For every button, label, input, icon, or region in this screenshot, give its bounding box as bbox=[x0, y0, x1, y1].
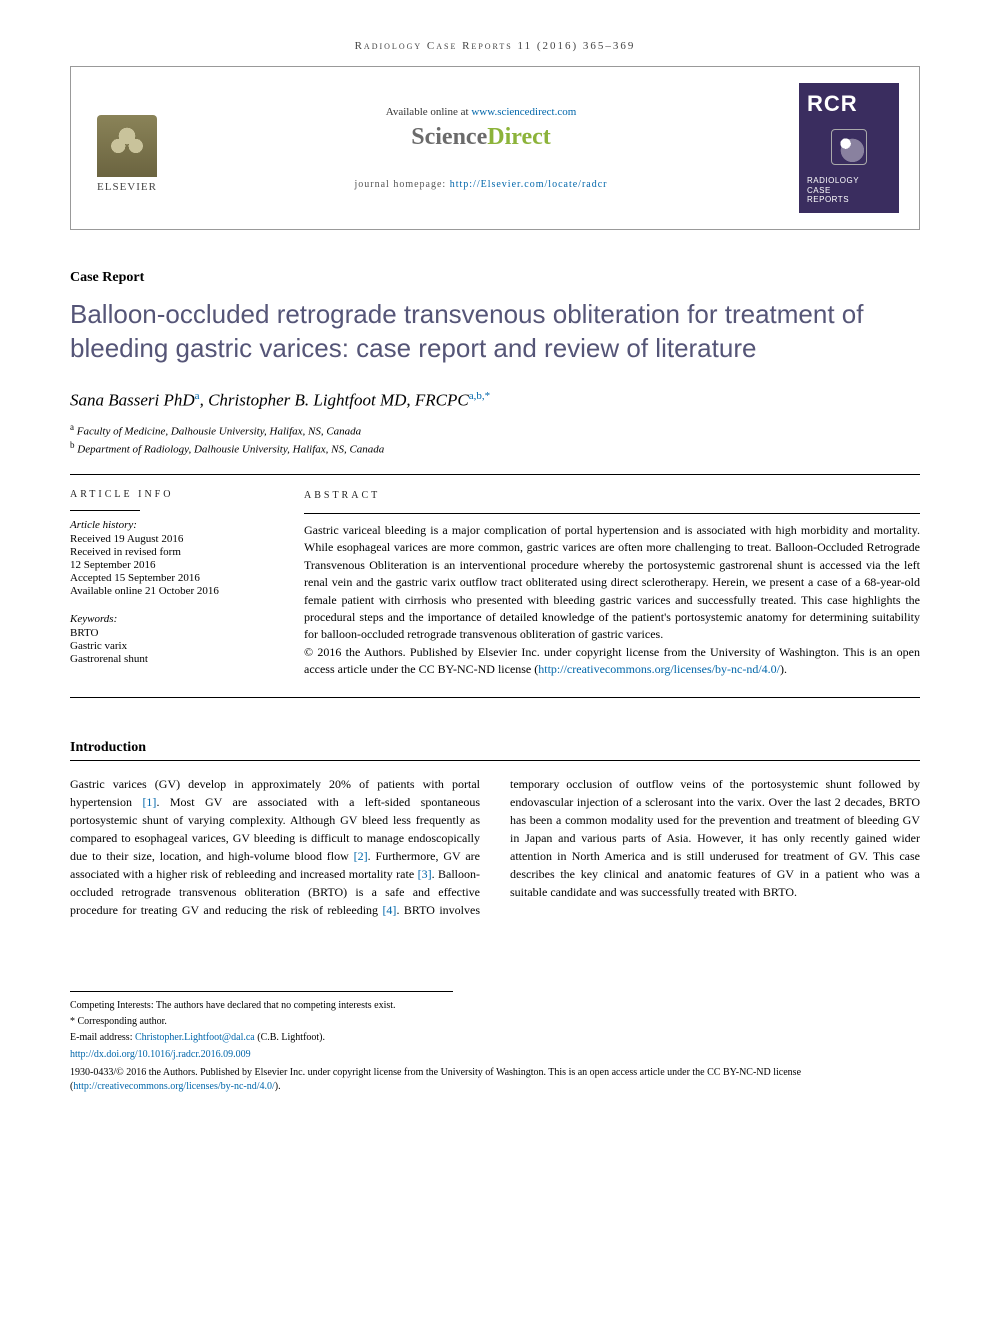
info-heading-rule bbox=[70, 510, 140, 511]
affil-a-text: Faculty of Medicine, Dalhousie Universit… bbox=[74, 426, 361, 438]
license-link[interactable]: http://creativecommons.org/licenses/by-n… bbox=[538, 662, 780, 676]
masthead-center: Available online at www.sciencedirect.co… bbox=[181, 106, 781, 190]
citation-2[interactable]: [2] bbox=[354, 849, 368, 863]
introduction-heading: Introduction bbox=[70, 740, 920, 756]
sciencedirect-logo[interactable]: ScienceDirect bbox=[181, 124, 781, 151]
journal-cover-badge[interactable]: RCR RADIOLOGY CASE REPORTS bbox=[799, 83, 899, 213]
corresponding-author-mark[interactable]: * bbox=[485, 390, 491, 402]
affiliation-a: a Faculty of Medicine, Dalhousie Univers… bbox=[70, 422, 920, 438]
body-text-columns: Gastric varices (GV) develop in approxim… bbox=[70, 775, 920, 919]
history-accepted: Accepted 15 September 2016 bbox=[70, 572, 270, 584]
article-info-column: ARTICLE INFO Article history: Received 1… bbox=[70, 489, 270, 679]
article-history-label: Article history: bbox=[70, 519, 270, 531]
citation-3[interactable]: [3] bbox=[418, 867, 432, 881]
journal-running-head: Radiology Case Reports 11 (2016) 365–369 bbox=[70, 40, 920, 52]
sciencedirect-link[interactable]: www.sciencedirect.com bbox=[471, 106, 576, 118]
rcr-abbrev: RCR bbox=[807, 91, 891, 117]
email-person: (C.B. Lightfoot). bbox=[255, 1032, 325, 1043]
author-2-affil-marks[interactable]: a,b, bbox=[469, 390, 485, 402]
author-email-link[interactable]: Christopher.Lightfoot@dal.ca bbox=[135, 1032, 255, 1043]
keyword-2: Gastric varix bbox=[70, 640, 270, 652]
author-1-name[interactable]: Sana Basseri PhD bbox=[70, 390, 195, 409]
history-received: Received 19 August 2016 bbox=[70, 533, 270, 545]
available-prefix: Available online at bbox=[386, 106, 472, 118]
history-revised-label: Received in revised form bbox=[70, 546, 270, 558]
abstract-heading-rule bbox=[304, 513, 920, 514]
footer-license-link[interactable]: http://creativecommons.org/licenses/by-n… bbox=[73, 1081, 274, 1092]
competing-interests: Competing Interests: The authors have de… bbox=[70, 998, 920, 1013]
article-type-label: Case Report bbox=[70, 270, 920, 286]
introduction-rule bbox=[70, 760, 920, 761]
available-online-line: Available online at www.sciencedirect.co… bbox=[181, 106, 781, 118]
homepage-prefix: journal homepage: bbox=[355, 179, 450, 190]
journal-homepage-line: journal homepage: http://Elsevier.com/lo… bbox=[181, 179, 781, 190]
citation-1[interactable]: [1] bbox=[142, 795, 156, 809]
license-close: ). bbox=[780, 662, 787, 676]
keyword-1: BRTO bbox=[70, 627, 270, 639]
corresponding-author-note: * Corresponding author. bbox=[70, 1014, 920, 1029]
divider-above-info bbox=[70, 474, 920, 475]
elsevier-tree-icon bbox=[97, 115, 157, 177]
rcr-line1: RADIOLOGY bbox=[807, 176, 891, 186]
rcr-full-title: RADIOLOGY CASE REPORTS bbox=[807, 176, 891, 205]
email-label: E-mail address: bbox=[70, 1032, 135, 1043]
abstract-column: ABSTRACT Gastric variceal bleeding is a … bbox=[304, 489, 920, 679]
elsevier-logo[interactable]: ELSEVIER bbox=[91, 103, 163, 193]
history-online: Available online 21 October 2016 bbox=[70, 585, 270, 597]
footer-block: Competing Interests: The authors have de… bbox=[70, 998, 920, 1094]
divider-below-abstract bbox=[70, 697, 920, 698]
sd-word-science: Science bbox=[411, 124, 487, 150]
history-revised-date: 12 September 2016 bbox=[70, 559, 270, 571]
article-title: Balloon-occluded retrograde transvenous … bbox=[70, 298, 920, 366]
masthead-box: ELSEVIER Available online at www.science… bbox=[70, 66, 920, 230]
author-1-affil-marks[interactable]: a bbox=[195, 390, 200, 402]
affiliation-b: b Department of Radiology, Dalhousie Uni… bbox=[70, 440, 920, 456]
article-info-heading: ARTICLE INFO bbox=[70, 489, 270, 500]
footer-license-close: ). bbox=[275, 1081, 281, 1092]
email-line: E-mail address: Christopher.Lightfoot@da… bbox=[70, 1030, 920, 1045]
keyword-3: Gastrorenal shunt bbox=[70, 653, 270, 665]
keywords-label: Keywords: bbox=[70, 613, 270, 625]
radiology-scan-icon bbox=[831, 129, 867, 165]
journal-homepage-link[interactable]: http://Elsevier.com/locate/radcr bbox=[450, 179, 608, 190]
author-list: Sana Basseri PhDa, Christopher B. Lightf… bbox=[70, 390, 920, 411]
sd-word-direct: Direct bbox=[487, 124, 551, 150]
affil-b-text: Department of Radiology, Dalhousie Unive… bbox=[75, 444, 385, 456]
rcr-line3: REPORTS bbox=[807, 195, 891, 205]
footnote-rule bbox=[70, 991, 453, 998]
abstract-heading: ABSTRACT bbox=[304, 489, 920, 504]
citation-4[interactable]: [4] bbox=[382, 903, 396, 917]
footer-copyright: 1930-0433/© 2016 the Authors. Published … bbox=[70, 1066, 920, 1094]
doi-link[interactable]: http://dx.doi.org/10.1016/j.radcr.2016.0… bbox=[70, 1047, 920, 1062]
author-2-name[interactable]: Christopher B. Lightfoot MD, FRCPC bbox=[208, 390, 469, 409]
abstract-body: Gastric variceal bleeding is a major com… bbox=[304, 523, 920, 641]
info-abstract-row: ARTICLE INFO Article history: Received 1… bbox=[70, 489, 920, 679]
elsevier-wordmark: ELSEVIER bbox=[97, 181, 157, 193]
rcr-line2: CASE bbox=[807, 186, 891, 196]
